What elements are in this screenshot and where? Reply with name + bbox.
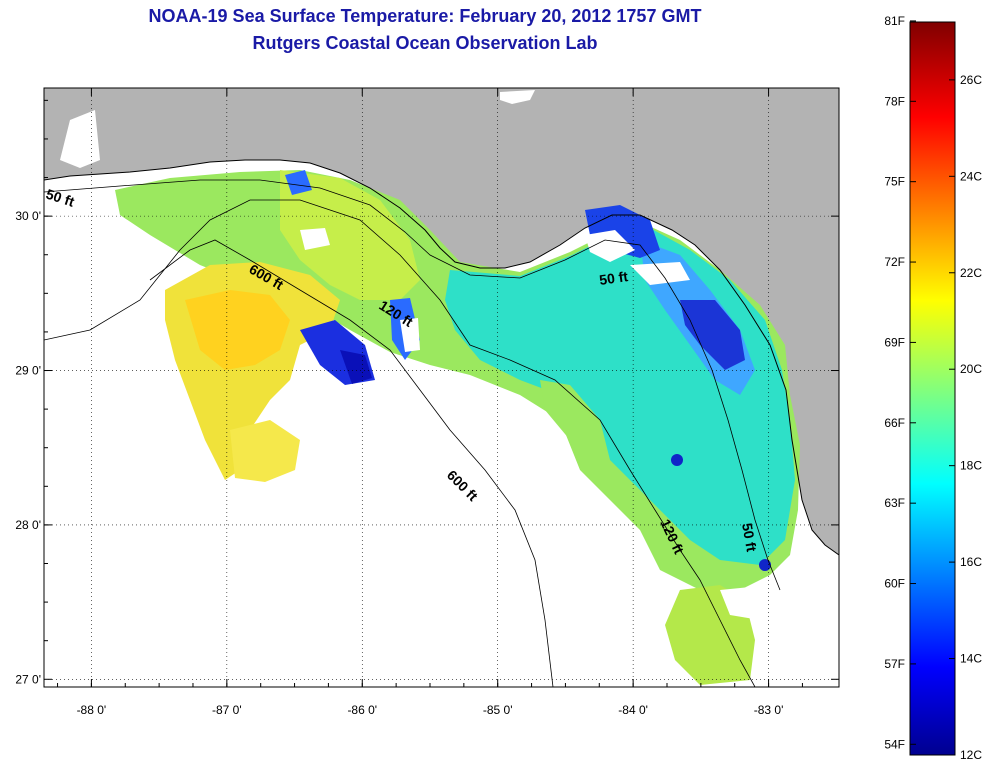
colorbar-f-label: 54F: [884, 737, 905, 751]
lon-tick-label: -83 0': [754, 703, 784, 717]
lat-tick-label: 30 0': [15, 209, 41, 223]
colorbar: [909, 21, 956, 756]
gridlines: [44, 88, 839, 687]
colorbar-f-label: 69F: [884, 335, 905, 349]
colorbar-c-label: 12C: [960, 748, 982, 762]
contour-label-50ft-south: 50 ft: [739, 522, 760, 553]
colorbar-f-label: 57F: [884, 657, 905, 671]
lat-tick-label: 28 0': [15, 518, 41, 532]
colorbar-c-label: 18C: [960, 459, 982, 473]
colorbar-c-label: 24C: [960, 169, 982, 183]
colorbar-c-label: 20C: [960, 362, 982, 376]
colorbar-f-label: 81F: [884, 14, 905, 28]
contour-600ft: [149, 239, 554, 687]
colorbar-fahrenheit-labels: 81F 78F 75F 72F 69F 66F 63F 60F 57F 54F: [884, 14, 916, 751]
bay-notch: [500, 90, 535, 104]
longitude-axis: -88 0' -87 0' -86 0' -85 0' -84 0' -83 0': [57, 88, 803, 717]
colorbar-f-label: 66F: [884, 416, 905, 430]
colorbar-f-label: 78F: [884, 94, 905, 108]
map-frame: [43, 87, 840, 688]
colorbar-f-label: 75F: [884, 175, 905, 189]
colorbar-c-label: 26C: [960, 73, 982, 87]
latitude-axis: 30 0' 29 0' 28 0' 27 0': [15, 99, 839, 686]
colorbar-c-label: 14C: [960, 652, 982, 666]
land-mass: [44, 88, 839, 555]
coastline: [44, 159, 839, 556]
colorbar-f-label: 60F: [884, 577, 905, 591]
coastal-bay: [60, 110, 100, 168]
lat-tick-label: 27 0': [15, 672, 41, 686]
contour-50ft: [44, 179, 781, 591]
colorbar-f-label: 72F: [884, 255, 905, 269]
lon-tick-label: -84 0': [618, 703, 648, 717]
lon-tick-label: -88 0': [77, 703, 107, 717]
sst-field: [115, 170, 800, 685]
colorbar-f-label: 63F: [884, 496, 905, 510]
colorbar-celsius-labels: 26C 24C 22C 20C 18C 16C 14C 12C: [949, 73, 982, 762]
colorbar-c-label: 16C: [960, 555, 982, 569]
lon-tick-label: -86 0': [347, 703, 377, 717]
colorbar-c-label: 22C: [960, 266, 982, 280]
lon-tick-label: -87 0': [212, 703, 242, 717]
lat-tick-label: 29 0': [15, 364, 41, 378]
lon-tick-label: -85 0': [483, 703, 513, 717]
contour-120ft: [44, 199, 756, 687]
map-title: NOAA-19 Sea Surface Temperature: Februar…: [148, 6, 702, 26]
contour-label-50ft-east: 50 ft: [598, 268, 629, 288]
map-subtitle: Rutgers Coastal Ocean Observation Lab: [252, 33, 598, 53]
